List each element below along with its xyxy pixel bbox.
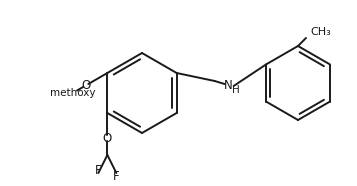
Text: O: O: [103, 132, 112, 145]
Text: F: F: [95, 163, 102, 177]
Text: H: H: [232, 85, 240, 95]
Text: N: N: [224, 78, 233, 92]
Text: F: F: [113, 169, 120, 182]
Text: O: O: [81, 79, 90, 92]
Text: CH₃: CH₃: [310, 27, 331, 37]
Text: methoxy: methoxy: [50, 88, 95, 98]
